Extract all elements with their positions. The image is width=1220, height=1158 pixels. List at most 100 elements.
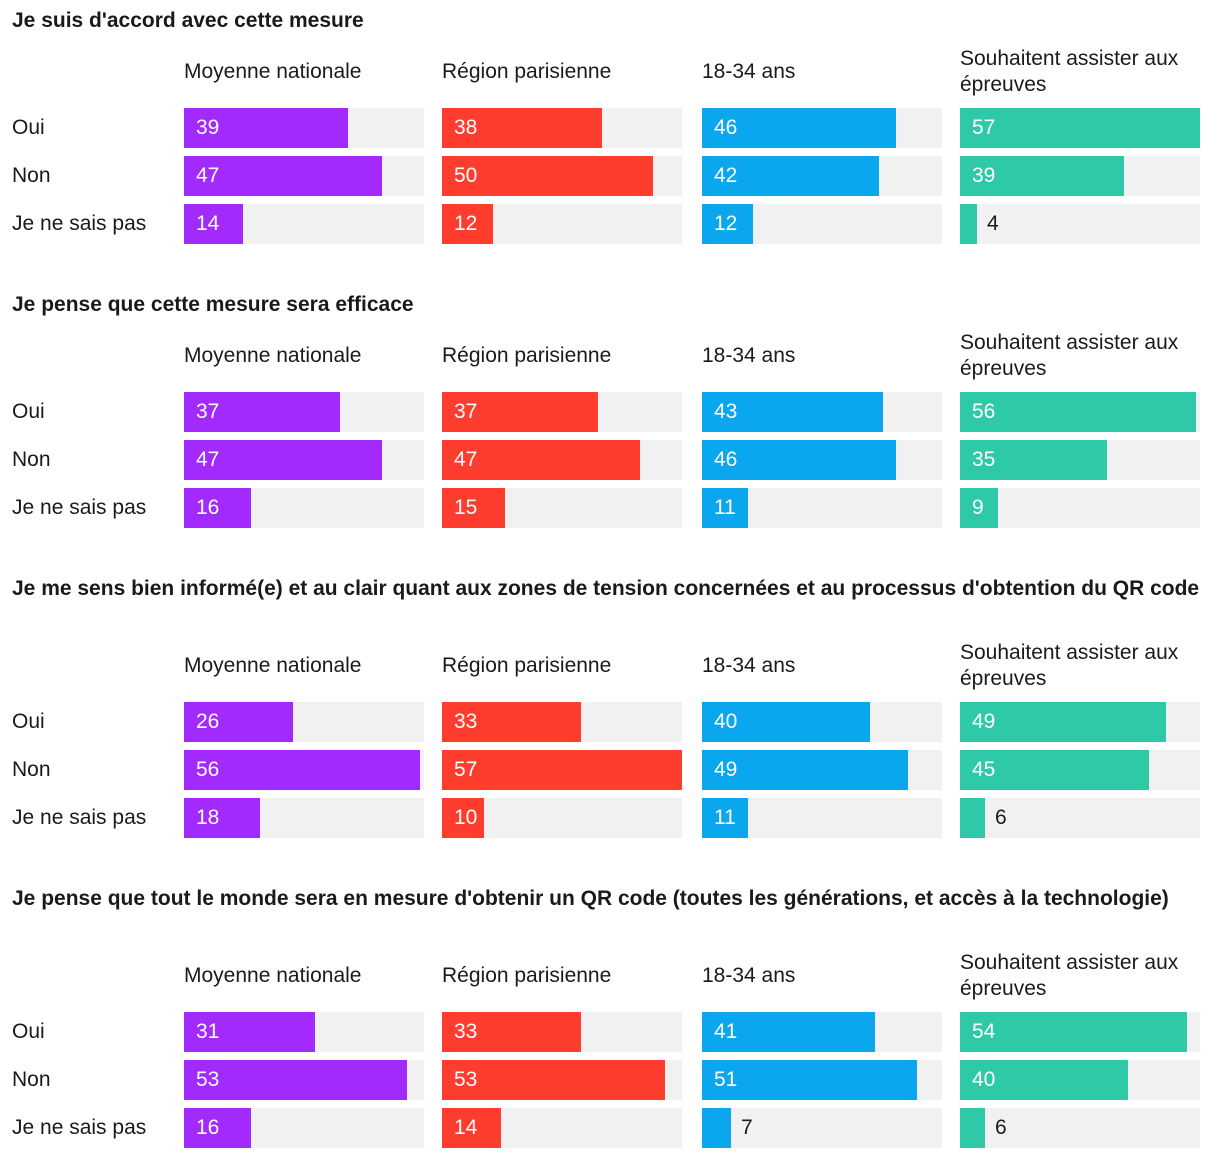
bar <box>702 750 908 790</box>
data-label: 39 <box>972 164 996 187</box>
bar-track: 39 <box>184 108 424 148</box>
category-label: Oui <box>12 710 45 733</box>
bar-track: 35 <box>960 440 1200 480</box>
bar <box>184 204 243 244</box>
bar-track: 46 <box>702 108 942 148</box>
bar-track: 57 <box>442 750 682 790</box>
series-header: Moyenne nationale <box>184 60 362 83</box>
series-header: 18-34 ans <box>702 60 796 83</box>
data-label: 51 <box>714 1068 738 1091</box>
bar-track: 11 <box>702 488 942 528</box>
bar-track: 46 <box>702 440 942 480</box>
bar <box>702 108 896 148</box>
data-label: 40 <box>972 1068 996 1091</box>
bar-track: 41 <box>702 1012 942 1052</box>
bar <box>702 440 896 480</box>
chart-title: Je pense que cette mesure sera efficace <box>12 293 414 316</box>
data-label: 37 <box>196 400 220 423</box>
category-label: Je ne sais pas <box>12 212 147 235</box>
data-label: 53 <box>454 1068 478 1091</box>
data-label: 47 <box>454 448 478 471</box>
bar-track: 50 <box>442 156 682 196</box>
data-label: 42 <box>714 164 738 187</box>
bar-track: 43 <box>702 392 942 432</box>
series-header: Région parisienne <box>442 654 612 677</box>
series-header: 18-34 ans <box>702 964 796 987</box>
data-label: 49 <box>972 710 996 733</box>
data-label: 56 <box>972 400 996 423</box>
data-label: 10 <box>454 806 478 829</box>
data-label: 38 <box>454 116 478 139</box>
series-header: Souhaitent assister aux épreuves <box>960 951 1179 1000</box>
bar <box>442 702 581 742</box>
data-label: 54 <box>972 1020 996 1043</box>
data-label: 11 <box>714 806 736 829</box>
data-label: 6 <box>995 1116 1007 1139</box>
data-label: 33 <box>454 1020 478 1043</box>
bar <box>184 798 260 838</box>
bar <box>960 108 1200 148</box>
bar-track: 16 <box>184 488 424 528</box>
bar-track: 40 <box>960 1060 1200 1100</box>
data-label: 56 <box>196 758 220 781</box>
bar-track: 14 <box>442 1108 682 1148</box>
bar-track: 53 <box>442 1060 682 1100</box>
bar <box>442 204 493 244</box>
series-header: Souhaitent assister aux épreuves <box>960 641 1179 690</box>
data-label: 53 <box>196 1068 220 1091</box>
bar-track: 53 <box>184 1060 424 1100</box>
data-label: 14 <box>454 1116 478 1139</box>
data-label: 46 <box>714 116 738 139</box>
bar <box>184 1108 251 1148</box>
bar-track: 47 <box>184 156 424 196</box>
category-label: Je ne sais pas <box>12 806 147 829</box>
series-header: Région parisienne <box>442 344 612 367</box>
bar-track: 38 <box>442 108 682 148</box>
bar-track: 39 <box>960 156 1200 196</box>
bar <box>184 108 348 148</box>
bar <box>702 156 879 196</box>
bar <box>960 702 1166 742</box>
bar <box>960 750 1149 790</box>
bar <box>442 488 505 528</box>
bar-track: 33 <box>442 1012 682 1052</box>
bar <box>960 204 977 244</box>
chart-title: Je pense que tout le monde sera en mesur… <box>12 887 1169 910</box>
data-label: 57 <box>454 758 478 781</box>
data-label: 26 <box>196 710 220 733</box>
bar <box>960 1012 1187 1052</box>
bar-track: 6 <box>960 798 1200 838</box>
data-label: 4 <box>987 212 999 235</box>
bar <box>960 1108 985 1148</box>
data-label: 31 <box>196 1020 220 1043</box>
bar-track: 18 <box>184 798 424 838</box>
category-label: Oui <box>12 116 45 139</box>
bar-track: 33 <box>442 702 682 742</box>
bar-track: 12 <box>702 204 942 244</box>
data-label: 40 <box>714 710 738 733</box>
bar-track: 37 <box>442 392 682 432</box>
category-label: Non <box>12 164 51 187</box>
bar-track: 6 <box>960 1108 1200 1148</box>
series-header: Souhaitent assister aux épreuves <box>960 47 1179 96</box>
data-label: 33 <box>454 710 478 733</box>
bar <box>184 440 382 480</box>
data-label: 6 <box>995 806 1007 829</box>
bar-track: 47 <box>442 440 682 480</box>
bar <box>442 156 653 196</box>
bar <box>184 1060 407 1100</box>
data-label: 46 <box>714 448 738 471</box>
data-label: 7 <box>741 1116 753 1139</box>
bar-track: 16 <box>184 1108 424 1148</box>
category-label: Non <box>12 1068 51 1091</box>
bar <box>702 702 870 742</box>
bar <box>702 488 748 528</box>
bar-track: 57 <box>960 108 1200 148</box>
bar-track: 49 <box>960 702 1200 742</box>
data-label: 45 <box>972 758 996 781</box>
bar <box>702 1108 731 1148</box>
bar-track: 12 <box>442 204 682 244</box>
bar <box>442 1012 581 1052</box>
bar <box>960 1060 1128 1100</box>
bar <box>184 1012 315 1052</box>
